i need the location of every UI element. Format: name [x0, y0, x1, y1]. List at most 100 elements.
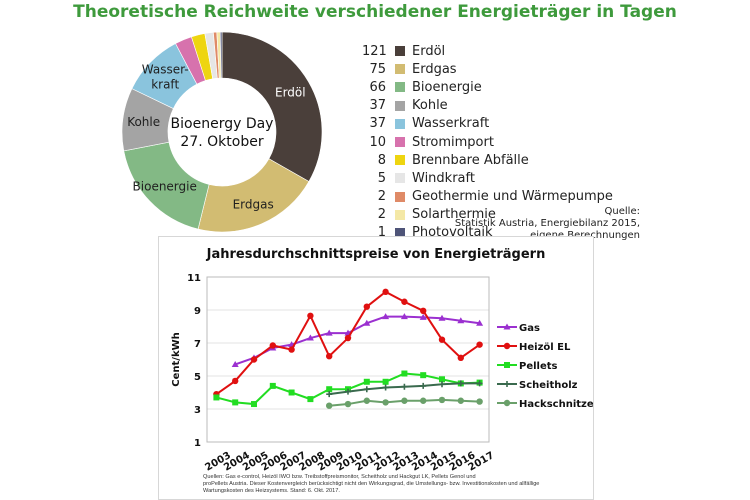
data-point [250, 356, 258, 363]
legend-value: 10 [369, 134, 386, 150]
data-point [231, 360, 239, 367]
donut-center-line1: Bioenergy Day [171, 116, 274, 132]
y-tick-label: 3 [194, 405, 201, 416]
legend-label: Scheitholz [519, 380, 578, 391]
donut-legend: 121 Erdöl 75 Erdgas 66 Bioenergie 37 Kohle 37 Was… [362, 42, 613, 242]
legend-label: Brennbare Abfälle [412, 152, 529, 168]
data-point [438, 396, 446, 404]
data-point [325, 329, 333, 336]
data-point [457, 317, 465, 324]
y-tick-label: 11 [187, 273, 201, 284]
data-point [307, 396, 314, 403]
plot-area [206, 276, 490, 443]
legend-swatch [395, 46, 405, 57]
data-point [363, 397, 370, 404]
legend-label: Windkraft [412, 170, 475, 186]
legend-label: Wasserkraft [412, 116, 490, 132]
legend-item: 75 Erdgas [362, 60, 613, 78]
data-point [213, 394, 220, 401]
data-point [476, 398, 483, 405]
data-point [326, 402, 333, 409]
data-point [288, 346, 295, 353]
data-point [307, 312, 314, 319]
source-line: Statistik Austria, Energiebilanz 2015, [454, 218, 640, 229]
data-point [400, 313, 408, 320]
data-point [269, 382, 276, 389]
data-point [476, 341, 483, 348]
data-point [401, 298, 408, 305]
legend-value: 121 [362, 43, 387, 59]
legend-value: 37 [369, 98, 386, 114]
data-point [438, 336, 446, 343]
legend-value: 2 [377, 207, 386, 223]
slice-label: Kohle [127, 115, 160, 129]
legend-item: 37 Kohle [362, 97, 613, 115]
legend-label: Gas [519, 323, 540, 334]
data-point [288, 389, 295, 396]
legend-swatch [395, 137, 405, 148]
series-line [234, 315, 480, 366]
series-hackschnitzel [326, 396, 483, 409]
legend-swatch [395, 100, 405, 111]
data-point [232, 377, 239, 385]
donut-chart-title: Theoretische Reichweite verschiedener En… [73, 2, 677, 22]
data-point [439, 376, 445, 383]
slice-label: Erdgas [233, 198, 274, 212]
footnote-line: Wartungskosten des Heizsystems. Stand: 6… [203, 488, 340, 494]
price-chart-footnote: Quellen: Gas e-control, Heizöl IWO bzw. … [203, 474, 583, 495]
legend-item: 8 Brennbare Abfälle [362, 151, 613, 169]
footnote-line: Quellen: Gas e-control, Heizöl IWO bzw. … [203, 474, 476, 480]
data-point [503, 342, 511, 350]
legend-value: 66 [369, 79, 386, 95]
legend-item: 37 Wasserkraft [362, 115, 613, 133]
data-point [457, 354, 464, 362]
data-point [344, 400, 352, 408]
data-point [232, 399, 239, 406]
data-point [504, 381, 510, 387]
legend-swatch [395, 155, 405, 166]
data-point [438, 314, 446, 321]
slice-label: Erdöl [275, 85, 306, 99]
data-point [503, 399, 511, 407]
price-line-chart: 1357911Cent/kWh2003200420052006200720082… [171, 273, 593, 474]
legend-label: Erdgas [412, 61, 457, 77]
data-point [401, 370, 408, 377]
data-point [345, 388, 351, 395]
data-point [401, 397, 408, 404]
slice-label: kraft [151, 78, 179, 92]
legend-label: Kohle [412, 98, 448, 114]
legend-value: 8 [377, 152, 386, 168]
y-tick-label: 7 [194, 339, 201, 350]
donut-center-line2: 27. Oktober [180, 134, 263, 150]
data-point [457, 380, 464, 387]
data-point [457, 397, 464, 404]
legend-item: 5 Windkraft [362, 169, 613, 187]
legend-swatch [395, 173, 405, 184]
legend-item: 2 Geothermie und Wärmepumpe [362, 188, 613, 206]
legend-item: 2 Solarthermie [362, 206, 613, 224]
legend-value: 75 [369, 61, 386, 77]
series-scheitholz [326, 380, 483, 398]
legend-swatch [395, 64, 405, 75]
data-point [363, 303, 370, 310]
data-point [326, 391, 333, 398]
legend-swatch [395, 118, 405, 129]
footnote-line: proPellets Austria. Dieser Kostenverglei… [203, 481, 540, 487]
y-axis-label: Cent/kWh [171, 332, 182, 386]
legend-label: Stromimport [412, 134, 494, 150]
legend-value: 5 [377, 170, 386, 186]
source-line: Quelle: [604, 206, 640, 217]
legend-value: 1 [377, 225, 386, 241]
legend-swatch [395, 227, 405, 238]
legend-label: Solarthermie [412, 207, 496, 223]
legend-label: Geothermie und Wärmepumpe [412, 189, 613, 205]
data-point [439, 381, 445, 388]
legend-label: Bioenergie [412, 79, 482, 95]
data-point [420, 307, 427, 315]
data-point [306, 334, 314, 341]
data-point [420, 382, 427, 389]
data-point [476, 319, 484, 326]
legend-label: Pellets [519, 361, 558, 372]
legend-swatch [395, 191, 405, 202]
donut-slice [221, 31, 323, 182]
